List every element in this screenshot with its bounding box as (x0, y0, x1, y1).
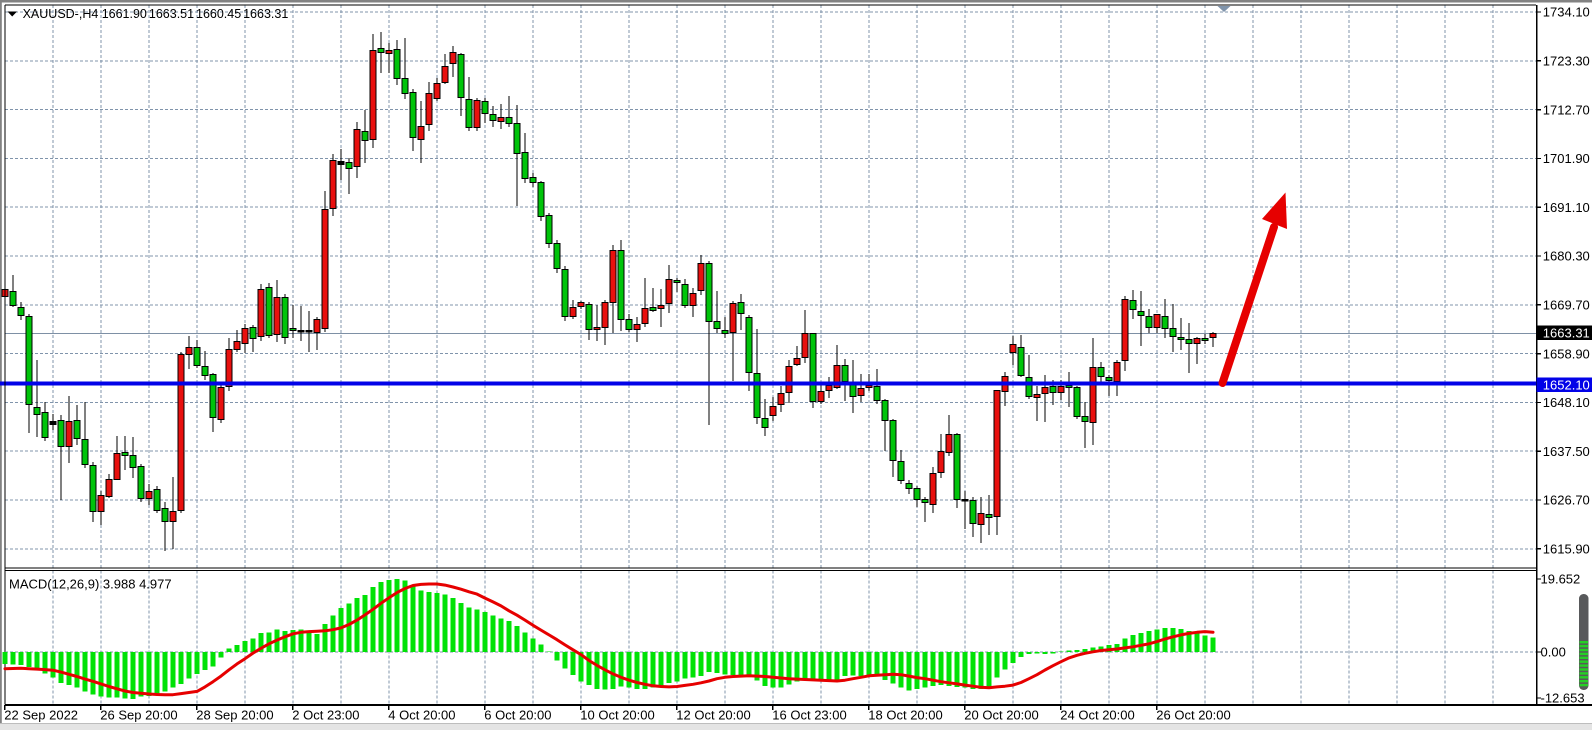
svg-text:1669.70: 1669.70 (1543, 298, 1590, 313)
svg-text:1701.90: 1701.90 (1543, 151, 1590, 166)
svg-text:1637.50: 1637.50 (1543, 444, 1590, 459)
svg-text:6 Oct 20:00: 6 Oct 20:00 (484, 708, 551, 723)
svg-text:0.00: 0.00 (1541, 645, 1566, 660)
svg-text:1660.45: 1660.45 (196, 7, 241, 21)
svg-text:20 Oct 20:00: 20 Oct 20:00 (964, 708, 1038, 723)
svg-text:1691.10: 1691.10 (1543, 200, 1590, 215)
svg-text:MACD(12,26,9) 3.988 4.977: MACD(12,26,9) 3.988 4.977 (9, 577, 172, 592)
svg-text:26 Oct 20:00: 26 Oct 20:00 (1156, 708, 1230, 723)
svg-text:1652.10: 1652.10 (1543, 378, 1590, 393)
svg-text:12 Oct 20:00: 12 Oct 20:00 (676, 708, 750, 723)
svg-text:18 Oct 20:00: 18 Oct 20:00 (868, 708, 942, 723)
svg-text:1723.30: 1723.30 (1543, 54, 1590, 69)
svg-text:19.652: 19.652 (1541, 572, 1581, 587)
svg-text:1648.10: 1648.10 (1543, 395, 1590, 410)
svg-text:1663.31: 1663.31 (243, 7, 288, 21)
svg-text:1626.70: 1626.70 (1543, 493, 1590, 508)
svg-text:XAUUSD-,H4: XAUUSD-,H4 (23, 7, 99, 21)
svg-text:-12.653: -12.653 (1541, 691, 1585, 706)
svg-text:1680.30: 1680.30 (1543, 249, 1590, 264)
svg-text:1661.90: 1661.90 (102, 7, 147, 21)
svg-text:16 Oct 23:00: 16 Oct 23:00 (772, 708, 846, 723)
svg-text:4 Oct 20:00: 4 Oct 20:00 (388, 708, 455, 723)
svg-text:10 Oct 20:00: 10 Oct 20:00 (580, 708, 654, 723)
svg-text:24 Oct 20:00: 24 Oct 20:00 (1060, 708, 1134, 723)
svg-text:1663.51: 1663.51 (149, 7, 194, 21)
svg-text:1734.10: 1734.10 (1543, 5, 1590, 20)
svg-text:22 Sep 2022: 22 Sep 2022 (4, 708, 78, 723)
svg-text:1615.90: 1615.90 (1543, 542, 1590, 557)
svg-text:1663.31: 1663.31 (1543, 326, 1590, 341)
svg-text:1658.90: 1658.90 (1543, 346, 1590, 361)
svg-text:28 Sep 20:00: 28 Sep 20:00 (196, 708, 273, 723)
svg-text:26 Sep 20:00: 26 Sep 20:00 (100, 708, 177, 723)
svg-text:2 Oct 23:00: 2 Oct 23:00 (292, 708, 359, 723)
svg-text:1712.70: 1712.70 (1543, 102, 1590, 117)
